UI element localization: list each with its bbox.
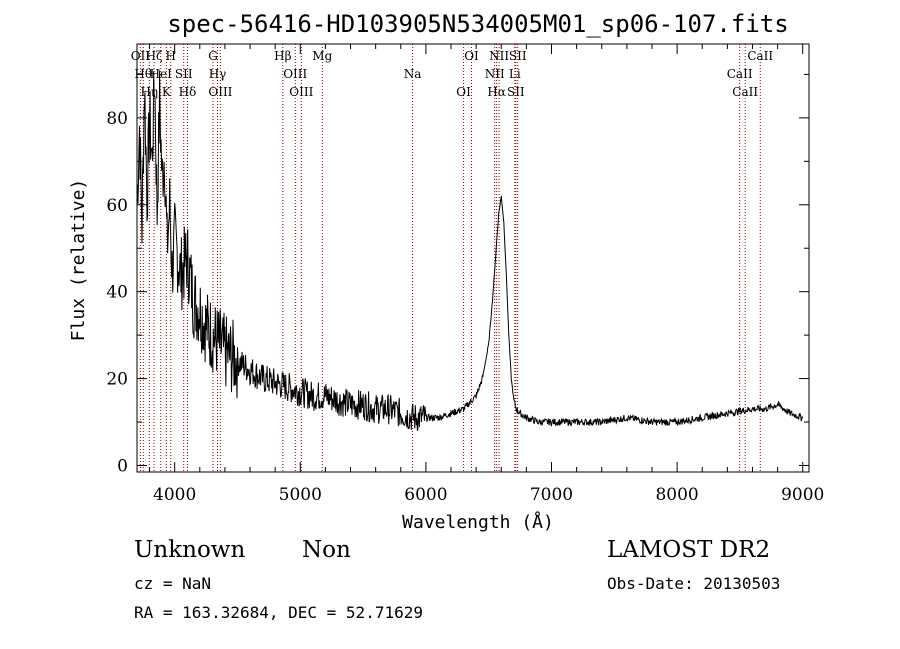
line-marker-label: NII	[485, 67, 505, 81]
line-marker-label: Hβ	[274, 49, 291, 63]
line-marker-label: OII	[131, 49, 151, 63]
x-tick-label: 6000	[404, 485, 447, 505]
line-marker-label: OIII	[283, 67, 307, 81]
x-tick-label: 9000	[781, 485, 824, 505]
spectrum-line	[136, 70, 804, 432]
y-tick-label: 60	[106, 196, 128, 216]
y-tick-label: 20	[106, 370, 128, 390]
line-marker-label: Hζ	[146, 49, 163, 63]
line-marker-label: OIII	[208, 85, 232, 99]
line-marker-label: SII	[507, 85, 525, 99]
line-marker-label: CaII	[727, 67, 753, 81]
y-tick-label: 40	[106, 283, 128, 303]
line-marker-label: SII	[509, 49, 527, 63]
object-subclass: Non	[302, 537, 351, 563]
line-marker-label: SII	[175, 67, 193, 81]
x-axis-label: Wavelength (Å)	[402, 511, 554, 533]
object-class: Unknown	[134, 537, 246, 563]
line-marker-label: HeI	[150, 67, 173, 81]
chart-title: spec-56416-HD103905N534005M01_sp06-107.f…	[167, 10, 788, 38]
coordinates-text: RA = 163.32684, DEC = 52.71629	[134, 603, 423, 622]
line-marker-label: G	[208, 49, 218, 63]
x-tick-label: 4000	[153, 485, 196, 505]
line-marker-label: Na	[404, 67, 422, 81]
y-axis-label: Flux (relative)	[68, 179, 89, 342]
line-marker-label: Hδ	[179, 85, 197, 99]
line-marker-label: Hγ	[209, 67, 227, 81]
plot-frame	[136, 43, 810, 473]
line-marker-label: CaII	[747, 49, 773, 63]
line-marker-label: OI	[464, 49, 479, 63]
line-marker-label: Hθ	[134, 67, 152, 81]
line-marker-label: Hα	[487, 85, 506, 99]
x-tick-label: 8000	[655, 485, 698, 505]
obs-date-text: Obs-Date: 20130503	[607, 574, 781, 593]
line-marker-label: NII	[489, 49, 509, 63]
line-marker-label: Li	[509, 67, 521, 81]
y-tick-label: 80	[106, 109, 128, 129]
survey-name: LAMOST DR2	[607, 537, 771, 563]
line-marker-label: H	[166, 49, 176, 63]
line-marker-label: OI	[456, 85, 471, 99]
x-tick-label: 5000	[279, 485, 322, 505]
line-marker-label: Hη	[140, 85, 158, 99]
line-marker-label: Mg	[312, 49, 332, 63]
line-marker-label: K	[162, 85, 172, 99]
y-tick-label: 0	[117, 456, 128, 476]
x-tick-label: 7000	[530, 485, 573, 505]
line-marker-label: OIII	[289, 85, 313, 99]
redshift-text: cz = NaN	[134, 574, 212, 593]
line-marker-label: CaII	[732, 85, 758, 99]
